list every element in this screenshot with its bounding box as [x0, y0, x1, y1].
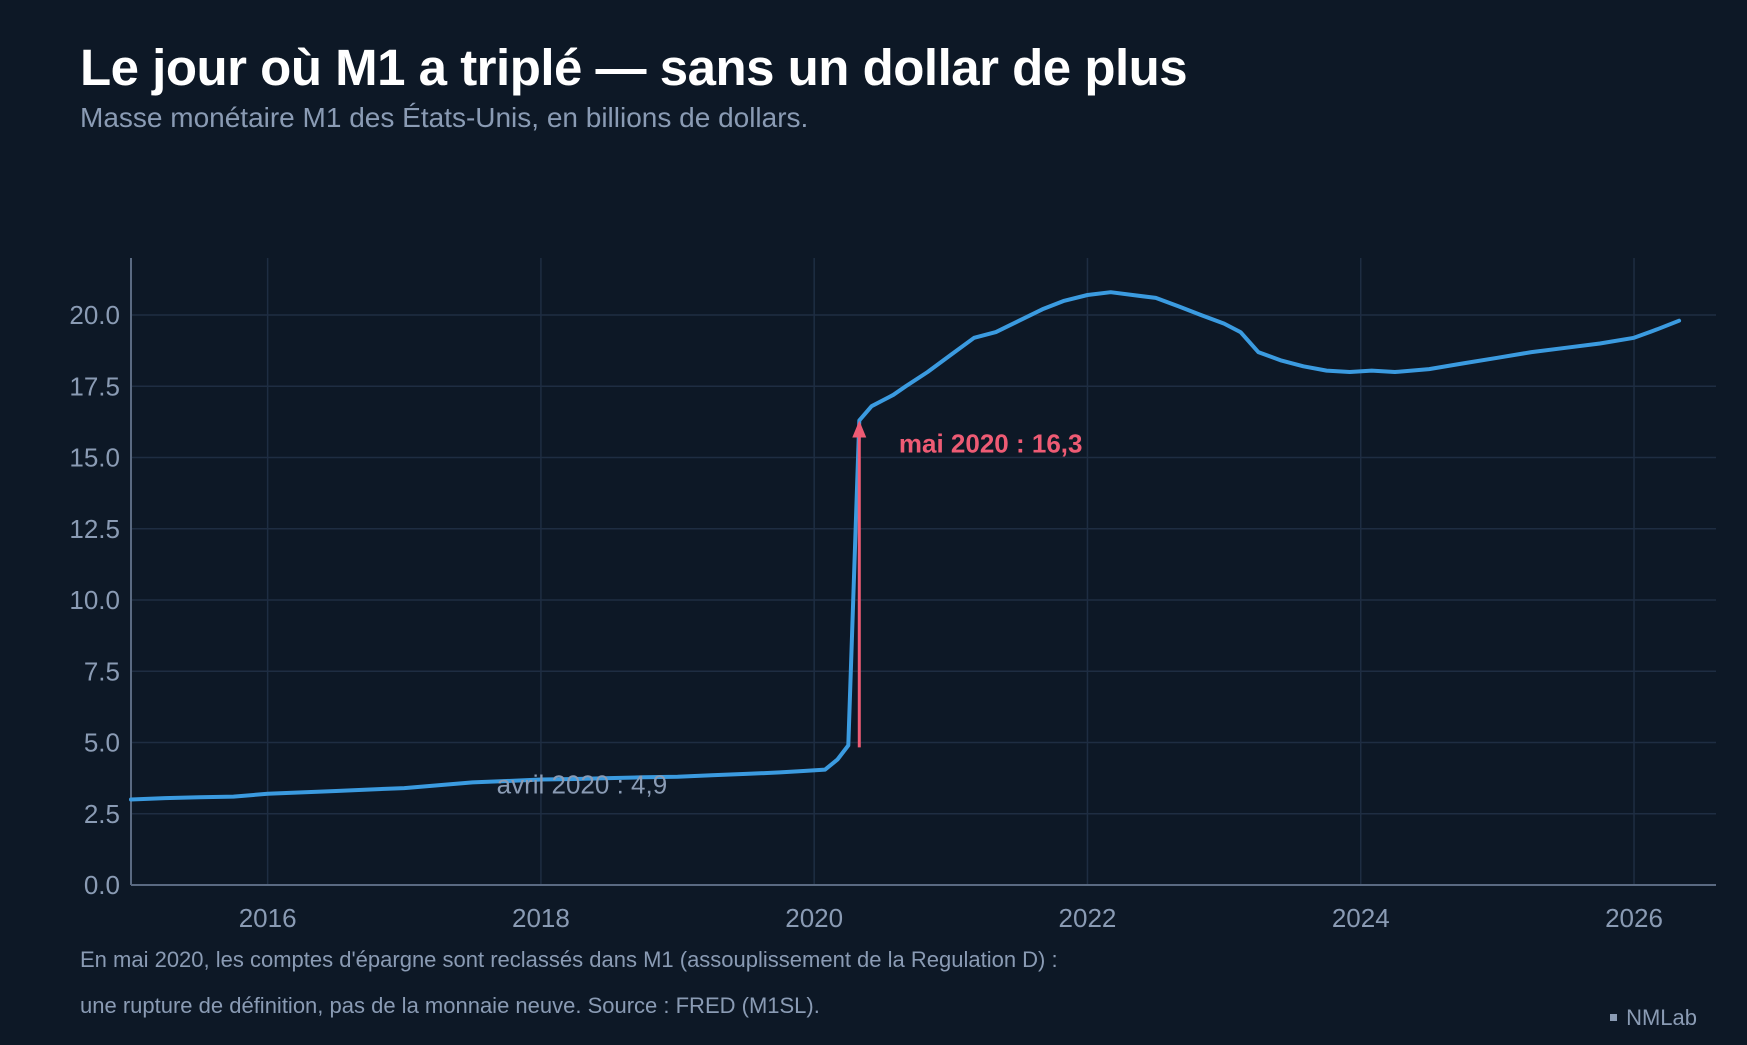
brand-credit: NMLab — [1610, 1005, 1697, 1031]
y-tick-label: 2.5 — [84, 799, 120, 829]
y-tick-labels: 0.0 2.5 5.0 7.5 10.0 12.5 15.0 17.5 20.0 — [69, 300, 120, 900]
series-group — [129, 290, 1682, 802]
y-tick-label: 12.5 — [69, 514, 120, 544]
x-tick-label: 2026 — [1605, 903, 1663, 933]
x-tick-labels: 2016 2018 2020 2022 2024 2026 — [239, 903, 1663, 933]
x-tick-label: 2024 — [1332, 903, 1390, 933]
y-tick-label: 15.0 — [69, 443, 120, 473]
page-subtitle: Masse monétaire M1 des États-Unis, en bi… — [80, 102, 809, 133]
arrow-up-icon — [852, 420, 867, 438]
horizontal-grid — [131, 314, 1716, 815]
m1-series-line — [129, 290, 1682, 802]
y-tick-label: 7.5 — [84, 656, 120, 686]
x-tick-label: 2016 — [239, 903, 297, 933]
y-tick-label: 17.5 — [69, 371, 120, 401]
annotation-april-2020: avril 2020 : 4,9 — [497, 769, 668, 799]
y-tick-label: 0.0 — [84, 870, 120, 900]
vertical-grid — [266, 258, 1635, 885]
footnote-line-1: En mai 2020, les comptes d'épargne sont … — [80, 947, 1058, 972]
x-tick-label: 2018 — [512, 903, 570, 933]
square-icon — [1610, 1013, 1618, 1021]
x-tick-label: 2020 — [785, 903, 843, 933]
footnote-line-2: une rupture de définition, pas de la mon… — [80, 993, 820, 1018]
page-title: Le jour où M1 a triplé — sans un dollar … — [80, 39, 1188, 96]
brand-label: NMLab — [1626, 1005, 1697, 1030]
y-tick-label: 5.0 — [84, 728, 120, 758]
x-tick-label: 2022 — [1059, 903, 1117, 933]
y-tick-label: 20.0 — [69, 300, 120, 330]
y-tick-label: 10.0 — [69, 585, 120, 615]
axes — [130, 258, 1716, 886]
annotation-may-2020: mai 2020 : 16,3 — [899, 428, 1083, 458]
annotations: avril 2020 : 4,9 mai 2020 : 16,3 — [497, 420, 1083, 799]
